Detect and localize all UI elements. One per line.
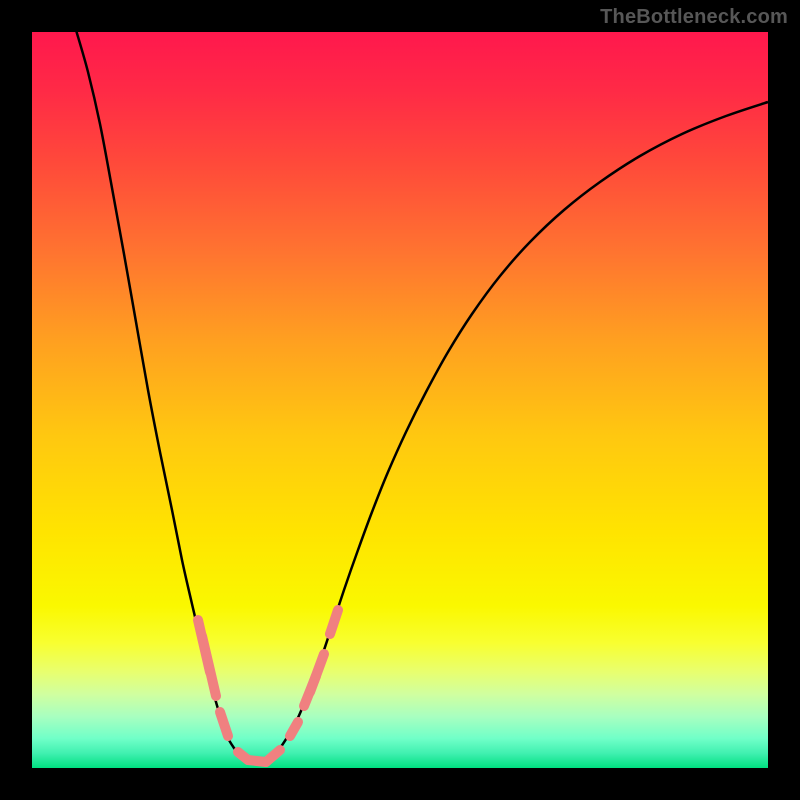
chart-frame: TheBottleneck.com <box>0 0 800 800</box>
bottleneck-curve <box>76 32 768 763</box>
data-marker <box>202 636 216 696</box>
data-markers <box>198 610 338 762</box>
plot-area <box>32 32 768 768</box>
chart-overlay <box>32 32 768 768</box>
data-marker <box>330 610 338 634</box>
data-marker <box>220 712 228 736</box>
data-marker <box>290 722 298 736</box>
data-marker <box>266 750 280 762</box>
watermark-text: TheBottleneck.com <box>600 6 788 29</box>
data-marker <box>310 654 324 692</box>
